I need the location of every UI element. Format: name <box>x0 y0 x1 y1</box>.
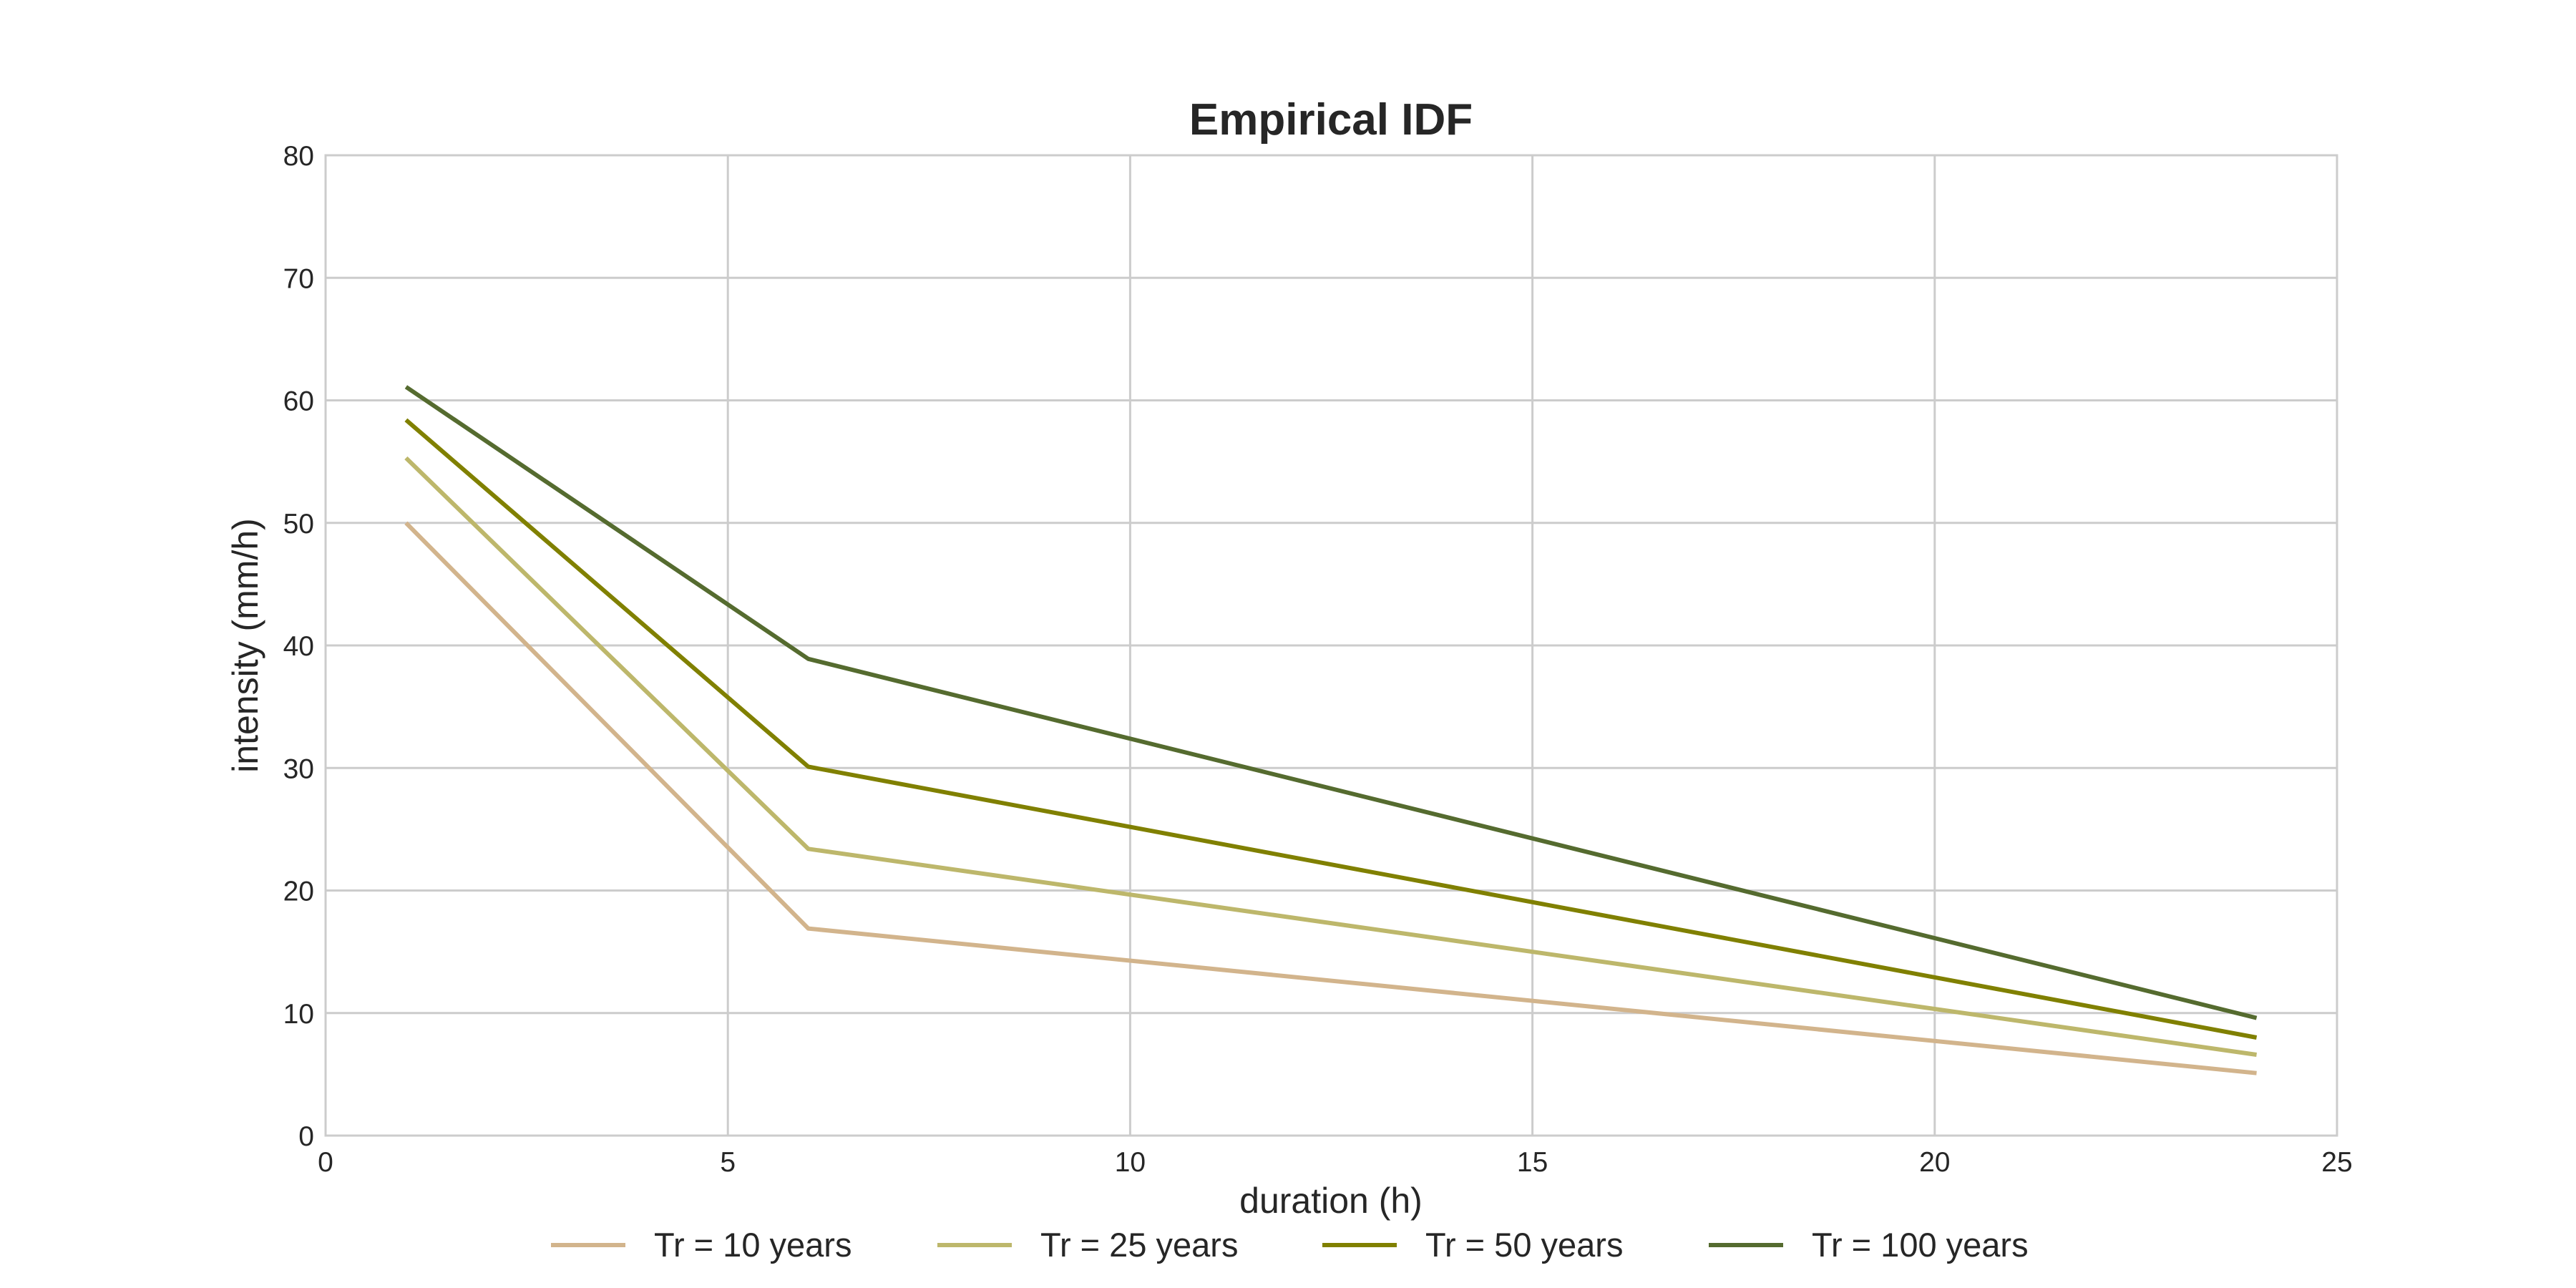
series-line-1 <box>404 521 2257 1075</box>
legend-entry: Tr = 50 years <box>1425 1226 1623 1264</box>
y-tick-label: 20 <box>283 877 314 907</box>
plot-frame <box>324 154 2338 1137</box>
chart-title: Empirical IDF <box>1189 95 1473 145</box>
x-tick-label: 10 <box>1115 1147 1146 1178</box>
legend-entry: Tr = 10 years <box>654 1226 852 1264</box>
x-tick-label: 20 <box>1919 1147 1950 1178</box>
legend-entry: Tr = 25 years <box>1040 1226 1238 1264</box>
x-tick-label: 5 <box>720 1147 736 1178</box>
y-tick-label: 30 <box>283 753 314 784</box>
y-tick-label: 60 <box>283 386 314 417</box>
legend: Tr = 10 years Tr = 25 years Tr = 50 years T… <box>551 1226 2029 1264</box>
y-tick-label: 0 <box>298 1121 314 1152</box>
x-tick-label: 25 <box>2321 1147 2352 1178</box>
y-axis-label: intensity (mm/h) <box>225 518 265 773</box>
series-line-2 <box>404 456 2258 1057</box>
x-tick-label: 0 <box>318 1147 333 1178</box>
grid-lines <box>324 154 2338 1137</box>
y-tick-label: 10 <box>283 999 314 1030</box>
x-axis-ticks: 0 5 10 15 20 25 <box>318 1147 2353 1178</box>
y-tick-label: 40 <box>283 631 314 662</box>
y-axis-ticks: 0 10 20 30 40 50 60 70 80 <box>283 141 314 1152</box>
y-tick-label: 70 <box>283 263 314 294</box>
y-tick-label: 80 <box>283 141 314 172</box>
series-line-3 <box>404 418 2258 1040</box>
y-tick-label: 50 <box>283 509 314 540</box>
x-axis-label: duration (h) <box>1239 1181 1423 1221</box>
legend-entry: Tr = 100 years <box>1812 1226 2029 1264</box>
x-tick-label: 15 <box>1517 1147 1548 1178</box>
series-lines <box>404 385 2258 1075</box>
series-line-4 <box>404 385 2258 1020</box>
